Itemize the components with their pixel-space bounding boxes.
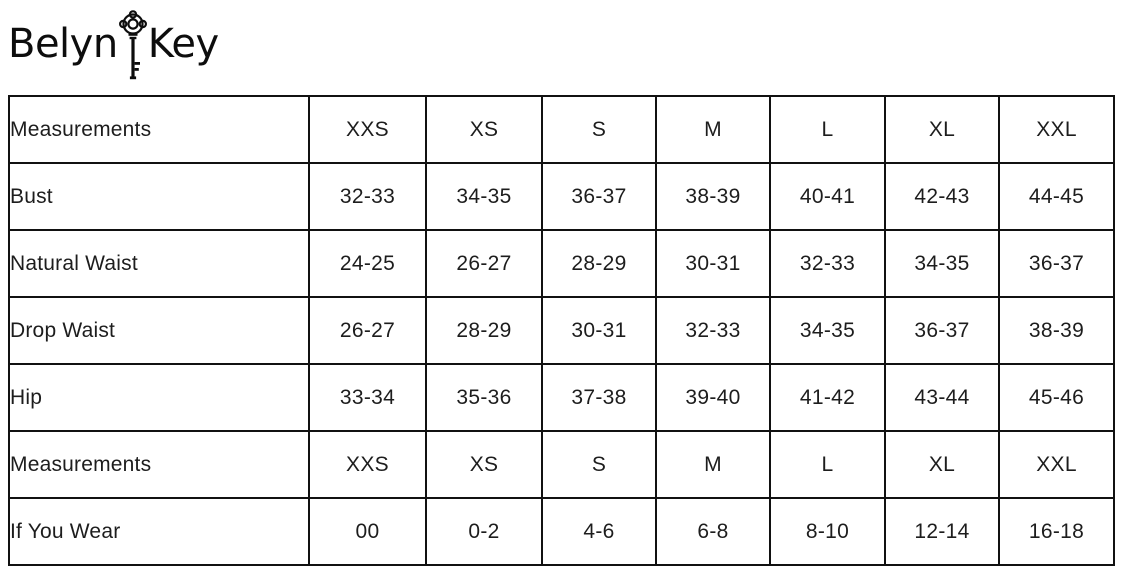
column-header-xxl-2: XXL [998, 430, 1115, 499]
cell-if-you-wear-xl: 12-14 [884, 497, 1000, 566]
cell-hip-xxs: 33-34 [308, 363, 427, 432]
column-header-xxs: XXS [308, 95, 427, 164]
column-header-s: S [541, 95, 657, 164]
cell-if-you-wear-xxl: 16-18 [998, 497, 1115, 566]
column-header-l-2: L [769, 430, 886, 499]
column-header-measurements: Measurements [8, 95, 310, 164]
column-header-l: L [769, 95, 886, 164]
row-label-hip: Hip [8, 363, 310, 432]
column-header-xl-2: XL [884, 430, 1000, 499]
row-label-if-you-wear: If You Wear [8, 497, 310, 566]
cell-bust-xl: 42-43 [884, 162, 1000, 231]
cell-natural-waist-xxl: 36-37 [998, 229, 1115, 298]
cell-hip-s: 37-38 [541, 363, 657, 432]
cell-drop-waist-xl: 36-37 [884, 296, 1000, 365]
row-label-natural-waist: Natural Waist [8, 229, 310, 298]
cell-if-you-wear-l: 8-10 [769, 497, 886, 566]
cell-bust-m: 38-39 [655, 162, 771, 231]
cell-bust-xs: 34-35 [425, 162, 543, 231]
brand-wordmark: Belyn [8, 8, 219, 80]
column-header-measurements-2: Measurements [8, 430, 310, 499]
cell-bust-l: 40-41 [769, 162, 886, 231]
cell-bust-xxs: 32-33 [308, 162, 427, 231]
key-icon [118, 10, 148, 82]
cell-natural-waist-m: 30-31 [655, 229, 771, 298]
row-label-bust: Bust [8, 162, 310, 231]
cell-drop-waist-xs: 28-29 [425, 296, 543, 365]
table-header-row: Measurements XXS XS S M L XL XXL [8, 430, 1115, 499]
cell-drop-waist-s: 30-31 [541, 296, 657, 365]
cell-natural-waist-s: 28-29 [541, 229, 657, 298]
column-header-s-2: S [541, 430, 657, 499]
cell-if-you-wear-m: 6-8 [655, 497, 771, 566]
table-row: Drop Waist 26-27 28-29 30-31 32-33 34-35… [8, 296, 1115, 365]
cell-hip-l: 41-42 [769, 363, 886, 432]
measurements-size-table: Measurements XXS XS S M L XL XXL Bust 32… [8, 95, 1115, 432]
cell-hip-xl: 43-44 [884, 363, 1000, 432]
column-header-xs: XS [425, 95, 543, 164]
cell-bust-xxl: 44-45 [998, 162, 1115, 231]
cell-drop-waist-l: 34-35 [769, 296, 886, 365]
cell-drop-waist-xxs: 26-27 [308, 296, 427, 365]
table-row: Natural Waist 24-25 26-27 28-29 30-31 32… [8, 229, 1115, 298]
cell-hip-xxl: 45-46 [998, 363, 1115, 432]
column-header-xxl: XXL [998, 95, 1115, 164]
column-header-xs-2: XS [425, 430, 543, 499]
cell-hip-xs: 35-36 [425, 363, 543, 432]
table-row: Hip 33-34 35-36 37-38 39-40 41-42 43-44 … [8, 363, 1115, 432]
cell-natural-waist-xl: 34-35 [884, 229, 1000, 298]
cell-if-you-wear-xs: 0-2 [425, 497, 543, 566]
brand-logo: Belyn [8, 4, 328, 84]
table-row: If You Wear 00 0-2 4-6 6-8 8-10 12-14 16… [8, 497, 1115, 566]
cell-drop-waist-m: 32-33 [655, 296, 771, 365]
column-header-xl: XL [884, 95, 1000, 164]
row-label-drop-waist: Drop Waist [8, 296, 310, 365]
column-header-m-2: M [655, 430, 771, 499]
cell-natural-waist-xs: 26-27 [425, 229, 543, 298]
column-header-xxs-2: XXS [308, 430, 427, 499]
brand-name-right: Key [147, 21, 220, 67]
cell-natural-waist-xxs: 24-25 [308, 229, 427, 298]
table-header-row: Measurements XXS XS S M L XL XXL [8, 95, 1115, 164]
cell-hip-m: 39-40 [655, 363, 771, 432]
size-conversion-table: Measurements XXS XS S M L XL XXL If You … [8, 430, 1115, 566]
brand-name-left: Belyn [8, 21, 118, 67]
table-row: Bust 32-33 34-35 36-37 38-39 40-41 42-43… [8, 162, 1115, 231]
cell-natural-waist-l: 32-33 [769, 229, 886, 298]
cell-drop-waist-xxl: 38-39 [998, 296, 1115, 365]
cell-if-you-wear-s: 4-6 [541, 497, 657, 566]
column-header-m: M [655, 95, 771, 164]
cell-if-you-wear-xxs: 00 [308, 497, 427, 566]
cell-bust-s: 36-37 [541, 162, 657, 231]
